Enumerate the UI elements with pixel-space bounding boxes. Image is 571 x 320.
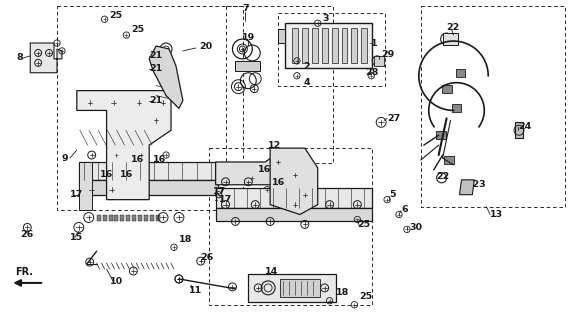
Bar: [285, 23, 372, 68]
Polygon shape: [103, 214, 107, 221]
Polygon shape: [278, 29, 285, 43]
Text: 21: 21: [149, 52, 162, 60]
Polygon shape: [108, 214, 112, 221]
Text: 23: 23: [467, 180, 486, 189]
Bar: [216, 208, 372, 221]
Text: 17: 17: [70, 190, 83, 199]
Polygon shape: [460, 180, 475, 195]
Polygon shape: [515, 122, 523, 138]
Polygon shape: [150, 214, 154, 221]
Polygon shape: [149, 46, 183, 108]
Text: 6: 6: [401, 205, 408, 214]
Bar: [421, 6, 565, 207]
Polygon shape: [30, 43, 62, 73]
Polygon shape: [235, 61, 260, 71]
Polygon shape: [441, 85, 452, 92]
Text: 19: 19: [242, 33, 256, 42]
Polygon shape: [444, 156, 453, 164]
Bar: [292, 28, 298, 63]
Polygon shape: [120, 214, 124, 221]
Polygon shape: [443, 33, 459, 45]
Polygon shape: [270, 148, 317, 214]
Text: 20: 20: [199, 43, 212, 52]
Polygon shape: [144, 214, 148, 221]
Text: 8: 8: [17, 53, 23, 62]
Text: 21: 21: [149, 64, 162, 73]
Polygon shape: [79, 162, 92, 210]
Polygon shape: [280, 279, 320, 297]
Polygon shape: [77, 91, 171, 200]
Text: 13: 13: [490, 210, 503, 219]
Text: 27: 27: [387, 114, 400, 123]
Text: 17: 17: [212, 187, 226, 196]
Text: FR.: FR.: [15, 267, 33, 277]
Polygon shape: [156, 214, 160, 221]
Polygon shape: [452, 105, 461, 112]
Bar: [341, 28, 348, 63]
Text: 17: 17: [219, 195, 232, 204]
Polygon shape: [216, 155, 285, 185]
Bar: [216, 188, 372, 208]
Bar: [79, 162, 218, 180]
Text: 12: 12: [268, 140, 282, 150]
Text: 25: 25: [359, 292, 372, 301]
Polygon shape: [138, 214, 142, 221]
Bar: [226, 6, 332, 163]
Bar: [248, 274, 336, 302]
Text: 4: 4: [304, 78, 311, 87]
Bar: [278, 13, 385, 86]
Bar: [79, 180, 218, 195]
Text: 16: 16: [153, 156, 166, 164]
Text: 22: 22: [447, 23, 460, 32]
Text: 3: 3: [323, 14, 329, 23]
Text: 18: 18: [179, 235, 192, 244]
Text: 16: 16: [258, 165, 271, 174]
Polygon shape: [436, 131, 445, 139]
Text: 25: 25: [131, 25, 144, 34]
Bar: [321, 28, 328, 63]
Text: 16: 16: [272, 178, 286, 187]
Text: 10: 10: [110, 277, 123, 286]
Bar: [57, 6, 243, 210]
Polygon shape: [132, 214, 136, 221]
Bar: [312, 28, 317, 63]
Text: 21: 21: [149, 96, 162, 105]
Bar: [332, 28, 337, 63]
Text: 24: 24: [518, 122, 531, 131]
Text: 25: 25: [110, 11, 123, 20]
Text: 18: 18: [336, 288, 349, 297]
Text: 30: 30: [409, 223, 422, 232]
Polygon shape: [96, 214, 100, 221]
Text: 14: 14: [265, 267, 279, 276]
Text: 9: 9: [62, 154, 69, 163]
Text: 29: 29: [381, 51, 395, 60]
Text: 22: 22: [437, 172, 450, 181]
Text: 16: 16: [119, 170, 132, 180]
Polygon shape: [374, 56, 384, 66]
Text: 16: 16: [131, 156, 144, 164]
Bar: [361, 28, 367, 63]
Polygon shape: [126, 214, 130, 221]
Polygon shape: [456, 69, 465, 77]
Bar: [351, 28, 357, 63]
Text: 2: 2: [303, 62, 309, 71]
Bar: [302, 28, 308, 63]
Text: 1: 1: [371, 38, 378, 48]
Text: 25: 25: [357, 220, 371, 229]
Bar: [208, 148, 372, 305]
Text: 26: 26: [201, 253, 214, 262]
Text: 26: 26: [21, 230, 34, 239]
Text: 11: 11: [189, 286, 202, 295]
Text: 28: 28: [365, 68, 379, 77]
Text: 16: 16: [99, 170, 113, 180]
Polygon shape: [115, 214, 118, 221]
Text: 15: 15: [70, 233, 83, 242]
Text: 7: 7: [242, 4, 248, 13]
Text: 5: 5: [389, 190, 396, 199]
